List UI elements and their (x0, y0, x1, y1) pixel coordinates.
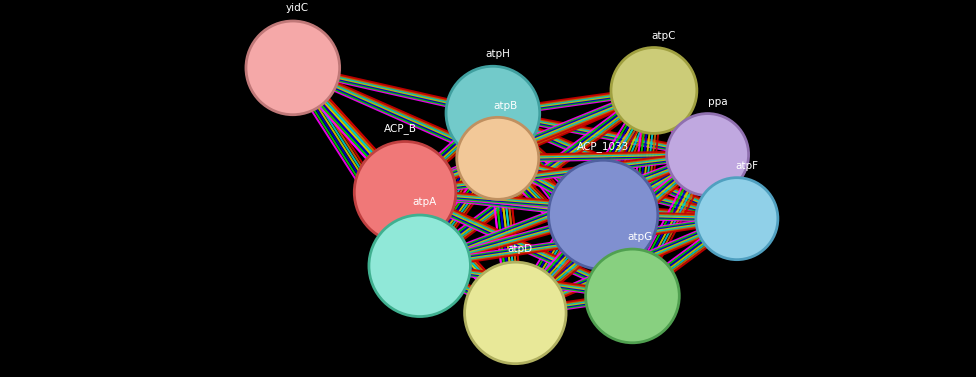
Text: atpH: atpH (485, 49, 510, 59)
Text: ppa: ppa (708, 97, 727, 107)
Ellipse shape (446, 66, 540, 160)
Ellipse shape (611, 48, 697, 133)
Text: ACP_B: ACP_B (384, 123, 417, 133)
Text: atpB: atpB (494, 101, 517, 111)
Ellipse shape (667, 113, 749, 196)
Ellipse shape (457, 117, 539, 199)
Ellipse shape (696, 178, 778, 260)
Ellipse shape (586, 249, 679, 343)
Text: atpC: atpC (651, 31, 676, 41)
Text: atpG: atpG (628, 232, 653, 242)
Ellipse shape (246, 21, 340, 115)
Ellipse shape (369, 215, 470, 317)
Text: atpD: atpD (508, 244, 533, 254)
Text: atpF: atpF (735, 161, 758, 171)
Text: yidC: yidC (286, 3, 309, 13)
Ellipse shape (465, 262, 566, 364)
Text: atpA: atpA (413, 197, 436, 207)
Ellipse shape (549, 160, 658, 270)
Text: ACP_1033: ACP_1033 (577, 141, 630, 152)
Ellipse shape (354, 141, 456, 243)
